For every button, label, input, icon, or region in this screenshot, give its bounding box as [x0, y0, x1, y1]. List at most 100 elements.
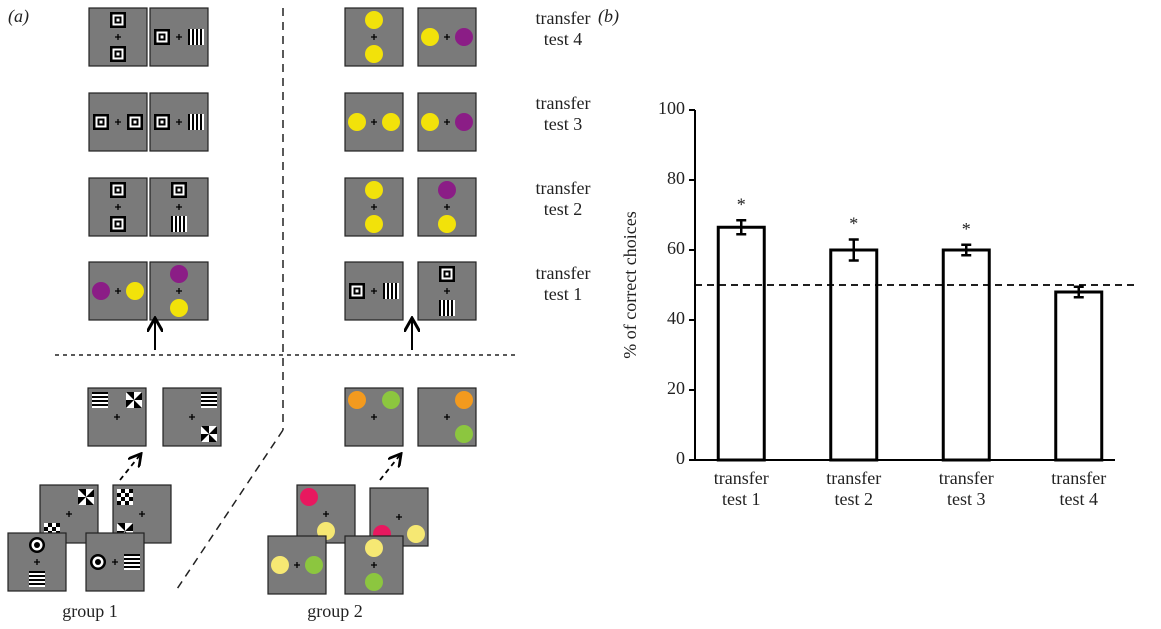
checker: [48, 527, 52, 531]
grating: [196, 29, 198, 45]
grating: [179, 216, 181, 232]
checker: [129, 497, 133, 501]
grating: [188, 29, 190, 45]
grating: [175, 216, 177, 232]
disc: [126, 282, 144, 300]
grating: [391, 283, 393, 299]
checker: [44, 527, 48, 531]
grating: [92, 400, 108, 402]
grating: [439, 300, 441, 316]
grating: [201, 404, 217, 406]
disc: [455, 28, 473, 46]
disc: [365, 573, 383, 591]
transfer-label: transfer test 3: [528, 93, 598, 135]
checker: [125, 497, 129, 501]
disc: [382, 391, 400, 409]
grating: [387, 283, 389, 299]
checker: [125, 493, 129, 497]
bullseye: [117, 189, 120, 192]
grating: [200, 29, 202, 45]
checker: [121, 493, 125, 497]
disc: [271, 556, 289, 574]
target: [95, 559, 101, 565]
arrow: [380, 455, 400, 480]
grating: [196, 114, 198, 130]
group-label: group 2: [307, 601, 363, 621]
x-tick-label: transfer test 2: [814, 468, 894, 510]
checker: [52, 527, 56, 531]
grating: [171, 216, 173, 232]
checker: [56, 527, 60, 531]
disc: [365, 215, 383, 233]
figure: (a) (b) group 1 group 2 % of correct cho…: [0, 0, 1161, 629]
disc: [421, 113, 439, 131]
checker: [129, 501, 133, 505]
grating: [395, 283, 397, 299]
disc: [365, 181, 383, 199]
arrow: [120, 455, 140, 480]
checker: [125, 489, 129, 493]
bullseye: [356, 290, 359, 293]
grating: [124, 558, 140, 560]
pinwheel: [201, 426, 217, 442]
checker: [48, 523, 52, 527]
grating: [29, 583, 45, 585]
bar: [943, 250, 989, 460]
disc: [438, 215, 456, 233]
disc: [170, 299, 188, 317]
transfer-label: transfer test 2: [528, 178, 598, 220]
disc: [305, 556, 323, 574]
bullseye: [117, 19, 120, 22]
y-tick-label: 80: [667, 168, 685, 188]
checker: [125, 501, 129, 505]
grating: [92, 396, 108, 398]
grating: [201, 400, 217, 402]
grating: [92, 392, 108, 394]
disc: [407, 525, 425, 543]
grating: [192, 114, 194, 130]
disc: [455, 425, 473, 443]
transfer-label: transfer test 1: [528, 263, 598, 305]
bullseye: [178, 189, 181, 192]
group-label: group 1: [62, 601, 118, 621]
divider: [175, 430, 283, 592]
disc: [348, 391, 366, 409]
bar: [718, 227, 764, 460]
disc: [382, 113, 400, 131]
disc: [365, 45, 383, 63]
checker: [121, 489, 125, 493]
panel-label: (b): [598, 6, 619, 27]
grating: [29, 571, 45, 573]
checker: [56, 523, 60, 527]
checker: [117, 501, 121, 505]
bar: [831, 250, 877, 460]
bullseye: [100, 121, 103, 124]
disc: [455, 113, 473, 131]
grating: [92, 404, 108, 406]
grating: [447, 300, 449, 316]
y-tick-label: 0: [676, 448, 685, 468]
disc: [170, 265, 188, 283]
disc: [300, 488, 318, 506]
checker: [129, 489, 133, 493]
grating: [29, 579, 45, 581]
x-tick-label: transfer test 4: [1039, 468, 1119, 510]
stimuli: [8, 8, 476, 594]
bullseye: [117, 223, 120, 226]
disc: [92, 282, 110, 300]
grating: [451, 300, 453, 316]
grating: [192, 29, 194, 45]
checker: [121, 501, 125, 505]
pinwheel: [126, 392, 142, 408]
grating: [29, 575, 45, 577]
y-tick-label: 40: [667, 308, 685, 328]
disc: [365, 11, 383, 29]
grating: [201, 392, 217, 394]
y-tick-label: 60: [667, 238, 685, 258]
bullseye: [161, 36, 164, 39]
disc: [348, 113, 366, 131]
bar: [1056, 292, 1102, 460]
bullseye: [161, 121, 164, 124]
disc: [438, 181, 456, 199]
grating: [124, 562, 140, 564]
